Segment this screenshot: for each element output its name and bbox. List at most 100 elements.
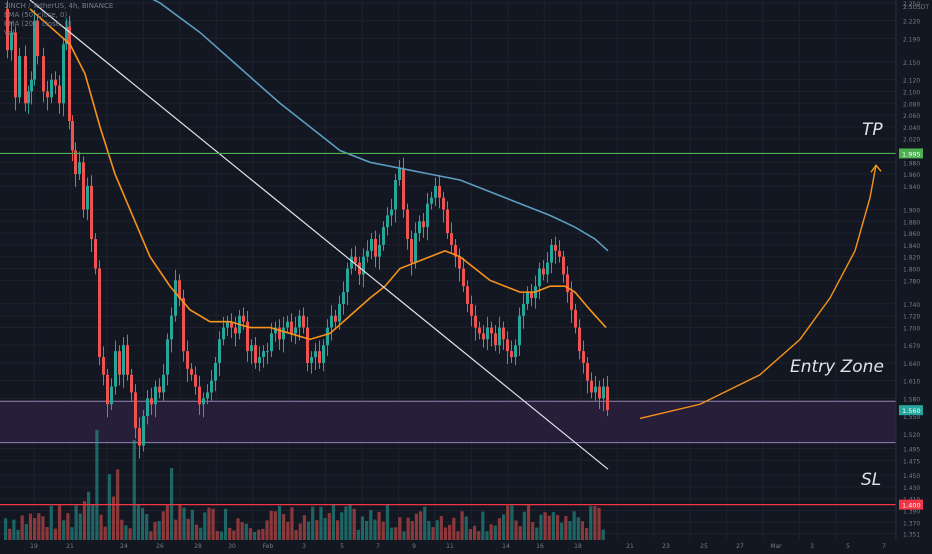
volume-bar: [157, 520, 161, 540]
volume-bar: [302, 515, 306, 540]
candle-body: [562, 256, 565, 275]
volume-bar: [389, 527, 394, 540]
candle-body: [474, 315, 477, 328]
price-tick-label: 1.640: [903, 361, 920, 368]
volume-bar: [273, 511, 277, 540]
volume-bar: [547, 515, 551, 540]
candle-body: [106, 374, 109, 405]
volume-bar: [456, 531, 460, 540]
ema200-legend[interactable]: EMA (200, close, 0): [4, 20, 72, 28]
volume-bar: [497, 518, 502, 540]
volume-bar: [282, 514, 286, 540]
volume-bar: [136, 504, 140, 540]
symbol-label[interactable]: 1INCH / TetherUS, 4h, BINANCE: [4, 2, 114, 10]
candle-body: [58, 85, 61, 104]
volume-legend[interactable]: Vol: [4, 29, 15, 37]
time-axis: 19 21 24 26 28 30 Feb 3 5 7 9 11 14 16 18 21 23 25 27 Mar 3 5…: [30, 543, 886, 550]
candle-body: [318, 351, 321, 363]
candle-body: [538, 268, 541, 287]
volume-bar: [580, 521, 585, 540]
candle-body: [298, 315, 301, 328]
volume-bar: [551, 512, 555, 540]
volume-bar: [323, 518, 327, 540]
candle-body: [254, 345, 257, 363]
tp-annotation[interactable]: TP: [862, 120, 883, 140]
volume-bar: [597, 507, 601, 540]
price-tick-label: 2.220: [903, 19, 920, 26]
volume-bar: [124, 525, 128, 540]
volume-bar: [111, 496, 116, 540]
volume-bar: [331, 504, 336, 540]
price-tick-label: 1.450: [903, 473, 920, 480]
volume-bar: [49, 505, 53, 540]
candle-body: [210, 380, 213, 393]
volume-bar: [95, 430, 99, 540]
candle-body: [266, 351, 269, 353]
volume-bar: [344, 506, 348, 540]
volume-bar: [33, 518, 37, 540]
volume-bar: [265, 520, 269, 540]
candle-body: [322, 345, 325, 363]
entry-zone-annotation[interactable]: Entry Zone: [790, 357, 884, 377]
price-tick-label: 1.370: [903, 520, 920, 527]
volume-bar: [518, 526, 522, 540]
candle-body: [214, 362, 217, 381]
candle-body: [606, 386, 609, 411]
candle-body: [146, 398, 149, 417]
volume-bar: [161, 511, 165, 540]
candle-body: [434, 185, 437, 198]
time-tick-label: 3: [810, 543, 814, 550]
candle-body: [542, 268, 545, 275]
volume-bar: [223, 508, 228, 540]
candle-body: [490, 327, 493, 334]
candle-body: [334, 315, 337, 322]
volume-bar: [410, 521, 414, 540]
candle-body: [62, 44, 65, 104]
candle-body: [94, 239, 97, 269]
candle-body: [10, 32, 13, 51]
sl-annotation[interactable]: SL: [861, 470, 882, 490]
price-tick-label: 2.190: [903, 36, 920, 43]
ema50-legend[interactable]: EMA (50, close, 0): [4, 11, 68, 19]
volume-bar: [381, 521, 385, 540]
volume-bar: [277, 505, 282, 540]
volume-bar: [539, 514, 543, 540]
volume-bar: [298, 523, 302, 540]
candle-body: [506, 339, 509, 352]
candle-body: [482, 333, 485, 340]
candle-body: [338, 303, 341, 322]
price-tick-label: 1.351: [903, 532, 920, 539]
candle-body: [522, 303, 525, 316]
volume-bar: [414, 513, 419, 540]
volume-bar: [28, 513, 33, 540]
candle-body: [54, 79, 57, 86]
candle-body: [554, 244, 557, 251]
candle-body: [294, 327, 297, 334]
candle-body: [258, 357, 261, 363]
candle-body: [150, 398, 153, 405]
candle-body: [370, 239, 373, 251]
candle-body: [602, 386, 605, 399]
candle-body: [226, 321, 229, 328]
time-tick-label: 18: [574, 543, 582, 550]
candle-body: [530, 292, 533, 299]
candle-body: [326, 327, 329, 346]
price-tick-label: 1.940: [903, 184, 920, 191]
price-tick-label: 2.120: [903, 78, 920, 85]
volume-bar: [66, 513, 70, 540]
time-tick-label: 5: [340, 543, 344, 550]
candle-body: [90, 185, 93, 240]
candle-body: [246, 321, 249, 352]
ema200-line: [152, 0, 609, 252]
volume-bar: [402, 531, 406, 540]
candle-body: [134, 392, 137, 428]
candle-body: [470, 303, 473, 316]
volume-bar: [360, 516, 365, 540]
sl-price-badge-bg: [899, 499, 923, 510]
volume-bar: [311, 506, 315, 540]
volume-bar: [253, 531, 257, 540]
candle-body: [418, 221, 421, 234]
